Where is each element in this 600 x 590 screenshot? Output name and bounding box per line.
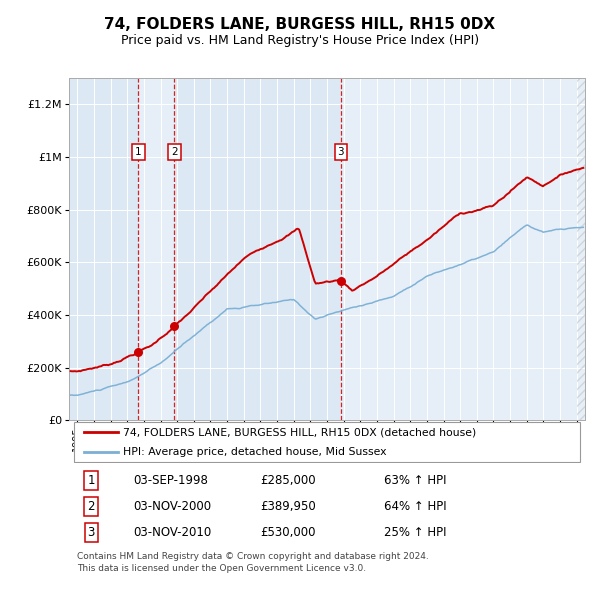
Text: 03-NOV-2010: 03-NOV-2010: [133, 526, 212, 539]
Text: 3: 3: [338, 147, 344, 157]
Text: 2: 2: [171, 147, 178, 157]
Text: £389,950: £389,950: [260, 500, 316, 513]
Text: Contains HM Land Registry data © Crown copyright and database right 2024.
This d: Contains HM Land Registry data © Crown c…: [77, 552, 428, 573]
Text: 2: 2: [88, 500, 95, 513]
Text: 3: 3: [88, 526, 95, 539]
Text: 64% ↑ HPI: 64% ↑ HPI: [384, 500, 446, 513]
Text: £530,000: £530,000: [260, 526, 316, 539]
Text: Price paid vs. HM Land Registry's House Price Index (HPI): Price paid vs. HM Land Registry's House …: [121, 34, 479, 47]
Text: 1: 1: [88, 474, 95, 487]
FancyBboxPatch shape: [74, 422, 580, 462]
Text: 74, FOLDERS LANE, BURGESS HILL, RH15 0DX: 74, FOLDERS LANE, BURGESS HILL, RH15 0DX: [104, 17, 496, 31]
Bar: [139, 78, 175, 421]
Text: 74, FOLDERS LANE, BURGESS HILL, RH15 0DX (detached house): 74, FOLDERS LANE, BURGESS HILL, RH15 0DX…: [123, 428, 476, 437]
Text: 25% ↑ HPI: 25% ↑ HPI: [384, 526, 446, 539]
Text: 03-SEP-1998: 03-SEP-1998: [133, 474, 208, 487]
Text: £285,000: £285,000: [260, 474, 316, 487]
Bar: [577, 78, 585, 421]
Text: 03-NOV-2000: 03-NOV-2000: [133, 500, 212, 513]
Text: 63% ↑ HPI: 63% ↑ HPI: [384, 474, 446, 487]
Bar: [341, 78, 585, 421]
Text: 1: 1: [135, 147, 142, 157]
Text: HPI: Average price, detached house, Mid Sussex: HPI: Average price, detached house, Mid …: [123, 447, 386, 457]
